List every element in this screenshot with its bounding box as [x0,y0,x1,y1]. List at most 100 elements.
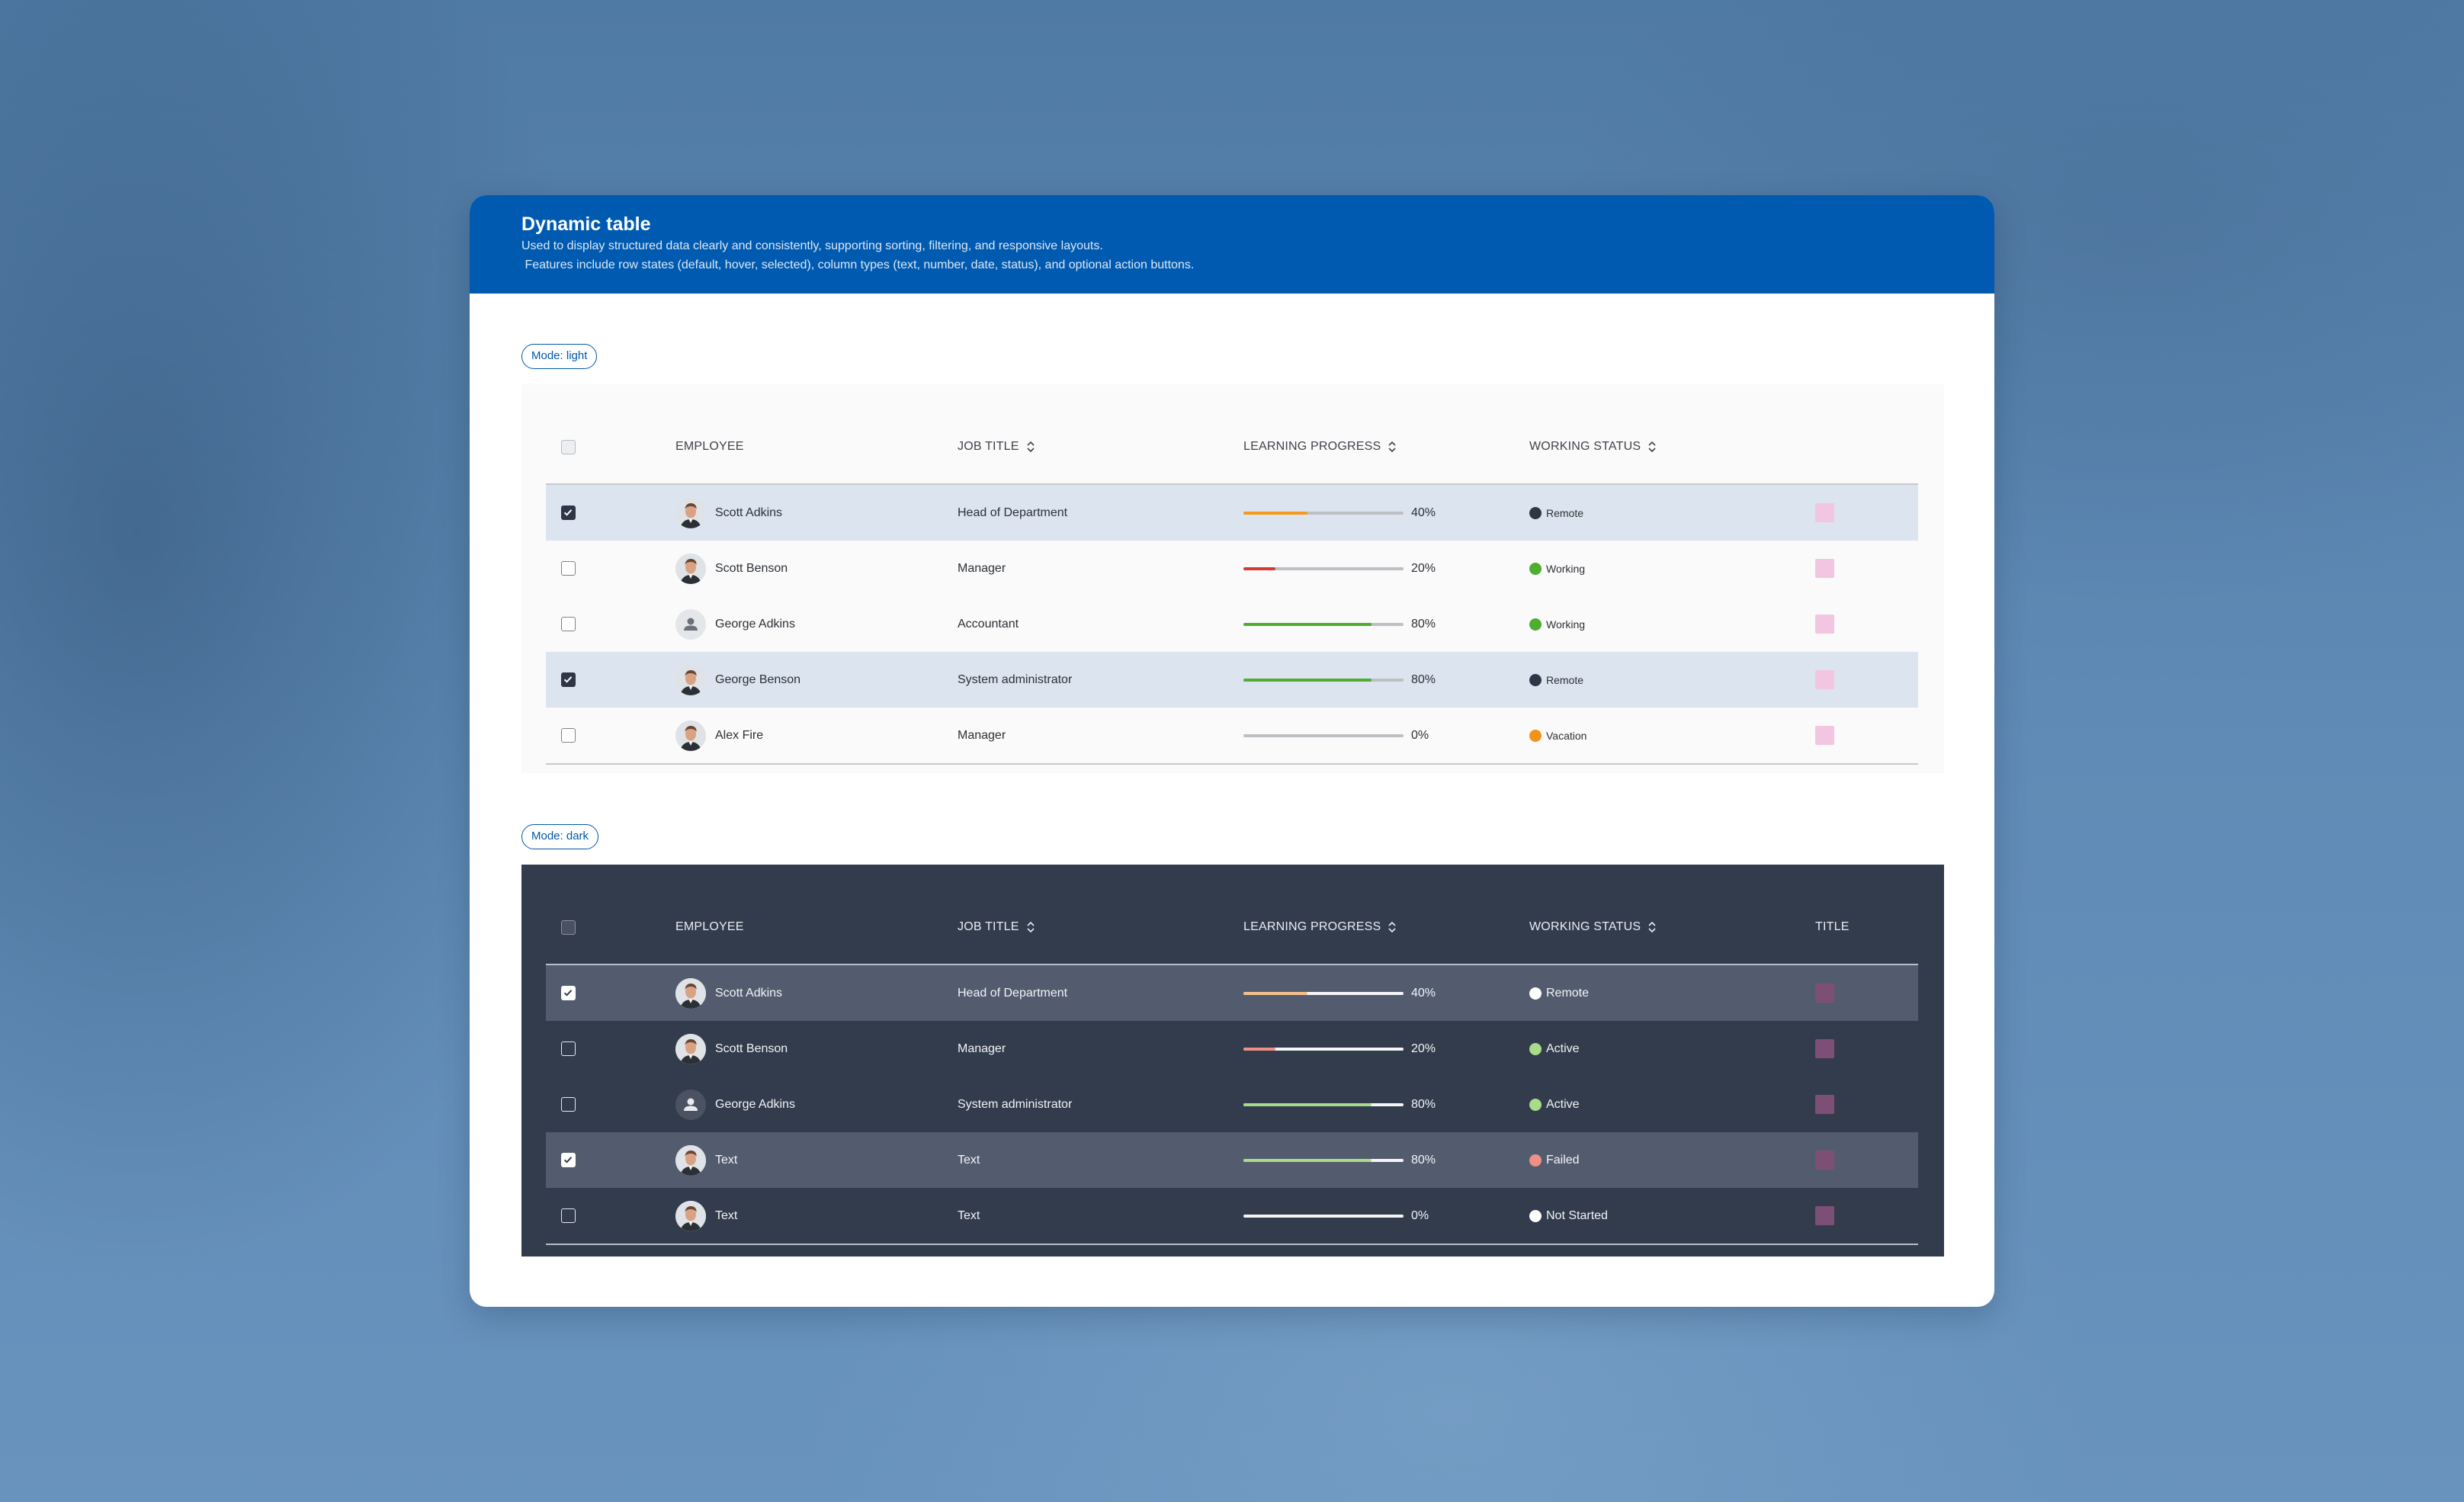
status-badge: Vacation [1529,729,1587,742]
row-action-button[interactable] [1815,615,1834,634]
column-header-employee[interactable]: EMPLOYEE [675,920,744,933]
progress-bar [1243,1214,1404,1218]
avatar [675,1089,706,1120]
status-label: Working [1546,618,1586,631]
row-checkbox[interactable] [561,1097,576,1112]
row-action-button[interactable] [1815,1206,1834,1225]
progress-value: 40% [1411,505,1436,519]
column-header-working-status[interactable]: WORKING STATUS [1529,409,1657,485]
row-action-button[interactable] [1815,503,1834,522]
table-row[interactable]: Text Text 80% Failed [546,1132,1918,1188]
row-checkbox[interactable] [561,1208,576,1223]
row-checkbox[interactable] [561,728,576,743]
progress-fill [1243,678,1372,682]
row-action-button[interactable] [1815,984,1834,1003]
dynamic-table-card: Dynamic table Used to display structured… [470,195,1994,1307]
action-cell [1815,965,1834,1021]
row-action-button[interactable] [1815,1095,1834,1114]
row-action-button[interactable] [1815,670,1834,689]
progress-value: 80% [1411,1097,1436,1111]
employee-name: George Adkins [715,617,795,631]
working-status-cell: Working [1529,596,1585,652]
status-badge: Not Started [1529,1209,1608,1223]
row-action-button[interactable] [1815,1151,1834,1170]
learning-progress-cell: 0% [1243,708,1429,763]
description-line-2: Features include row states (default, ho… [521,258,1195,271]
row-checkbox[interactable] [561,1041,576,1056]
table-row[interactable]: Scott Benson Manager 20% Working [546,541,1918,596]
sort-icon[interactable] [1387,919,1397,935]
employee-name: George Adkins [715,1097,795,1111]
row-select-cell [561,485,576,541]
select-all-cell [561,889,576,965]
progress-bar [1243,566,1404,570]
progress-fill [1243,1102,1372,1106]
status-dot-icon [1529,618,1542,631]
column-label: LEARNING PROGRESS [1243,440,1381,453]
status-dot-icon [1529,1098,1542,1111]
status-dot-icon [1529,987,1542,1000]
select-all-checkbox[interactable] [561,439,576,454]
working-status-cell: Remote [1529,965,1589,1021]
row-checkbox[interactable] [561,672,576,687]
column-header-job-title[interactable]: JOB TITLE [958,409,1036,485]
table-row[interactable]: Alex Fire Manager 0% Vacation [546,708,1918,763]
table-row[interactable]: George Adkins Accountant 80% Working [546,596,1918,652]
select-all-checkbox[interactable] [561,919,576,935]
status-badge: Remote [1529,506,1583,519]
action-cell [1815,1188,1834,1244]
status-dot-icon [1529,729,1542,742]
learning-progress-cell: 40% [1243,485,1436,541]
table-row[interactable]: Scott Adkins Head of Department 40% Remote [546,485,1918,541]
row-select-cell [561,965,576,1021]
row-checkbox[interactable] [561,1153,576,1167]
action-cell [1815,485,1834,541]
learning-progress-cell: 80% [1243,1077,1436,1132]
table-row[interactable]: Scott Benson Manager 20% Active [546,1021,1918,1077]
row-checkbox[interactable] [561,505,576,520]
employee-cell: George Adkins [675,596,795,652]
working-status-cell: Working [1529,541,1585,596]
sort-icon[interactable] [1025,919,1036,935]
sort-icon[interactable] [1647,439,1657,454]
column-header-working-status[interactable]: WORKING STATUS [1529,889,1657,965]
row-checkbox[interactable] [561,617,576,631]
column-header-job-title[interactable]: JOB TITLE [958,889,1036,965]
table-bottom-divider [546,763,1918,765]
job-title-cell: Head of Department [958,986,1068,1000]
status-dot-icon [1529,562,1542,575]
progress-value: 40% [1411,986,1436,1000]
table-row[interactable]: Text Text 0% Not Started [546,1188,1918,1244]
learning-progress-cell: 40% [1243,965,1436,1021]
employee-name: Scott Adkins [715,986,783,1000]
employee-name: Alex Fire [715,728,764,742]
column-label: WORKING STATUS [1529,920,1641,933]
sort-icon[interactable] [1025,439,1036,454]
table-row[interactable]: George Adkins System administrator 80% Acti… [546,1077,1918,1132]
row-action-button[interactable] [1815,726,1834,745]
job-title-cell: Accountant [958,617,1019,631]
status-label: Vacation [1546,729,1587,742]
row-checkbox[interactable] [561,986,576,1000]
mode-dark-badge: Mode: dark [521,824,599,849]
row-select-cell [561,596,576,652]
column-header-title[interactable]: TITLE [1815,920,1850,933]
table-row[interactable]: George Benson System administrator 80% Remo… [546,652,1918,708]
dark-table: EMPLOYEE JOB TITLE LEARNING PROGRESS WOR… [546,889,1918,1245]
sort-icon[interactable] [1647,919,1657,935]
action-cell [1815,652,1834,708]
row-checkbox[interactable] [561,561,576,576]
row-select-cell [561,541,576,596]
light-table: EMPLOYEE JOB TITLE LEARNING PROGRESS WOR… [546,409,1918,765]
row-action-button[interactable] [1815,559,1834,578]
sort-icon[interactable] [1387,439,1397,454]
table-row[interactable]: Scott Adkins Head of Department 40% Remote [546,965,1918,1021]
row-action-button[interactable] [1815,1039,1834,1058]
progress-value: 20% [1411,1041,1436,1055]
column-header-learning-progress[interactable]: LEARNING PROGRESS [1243,889,1397,965]
column-header-employee[interactable]: EMPLOYEE [675,440,744,453]
progress-fill [1243,991,1307,995]
column-header-learning-progress[interactable]: LEARNING PROGRESS [1243,409,1397,485]
action-cell [1815,1021,1834,1077]
table-header-row: EMPLOYEE JOB TITLE LEARNING PROGRESS WOR… [546,409,1918,485]
